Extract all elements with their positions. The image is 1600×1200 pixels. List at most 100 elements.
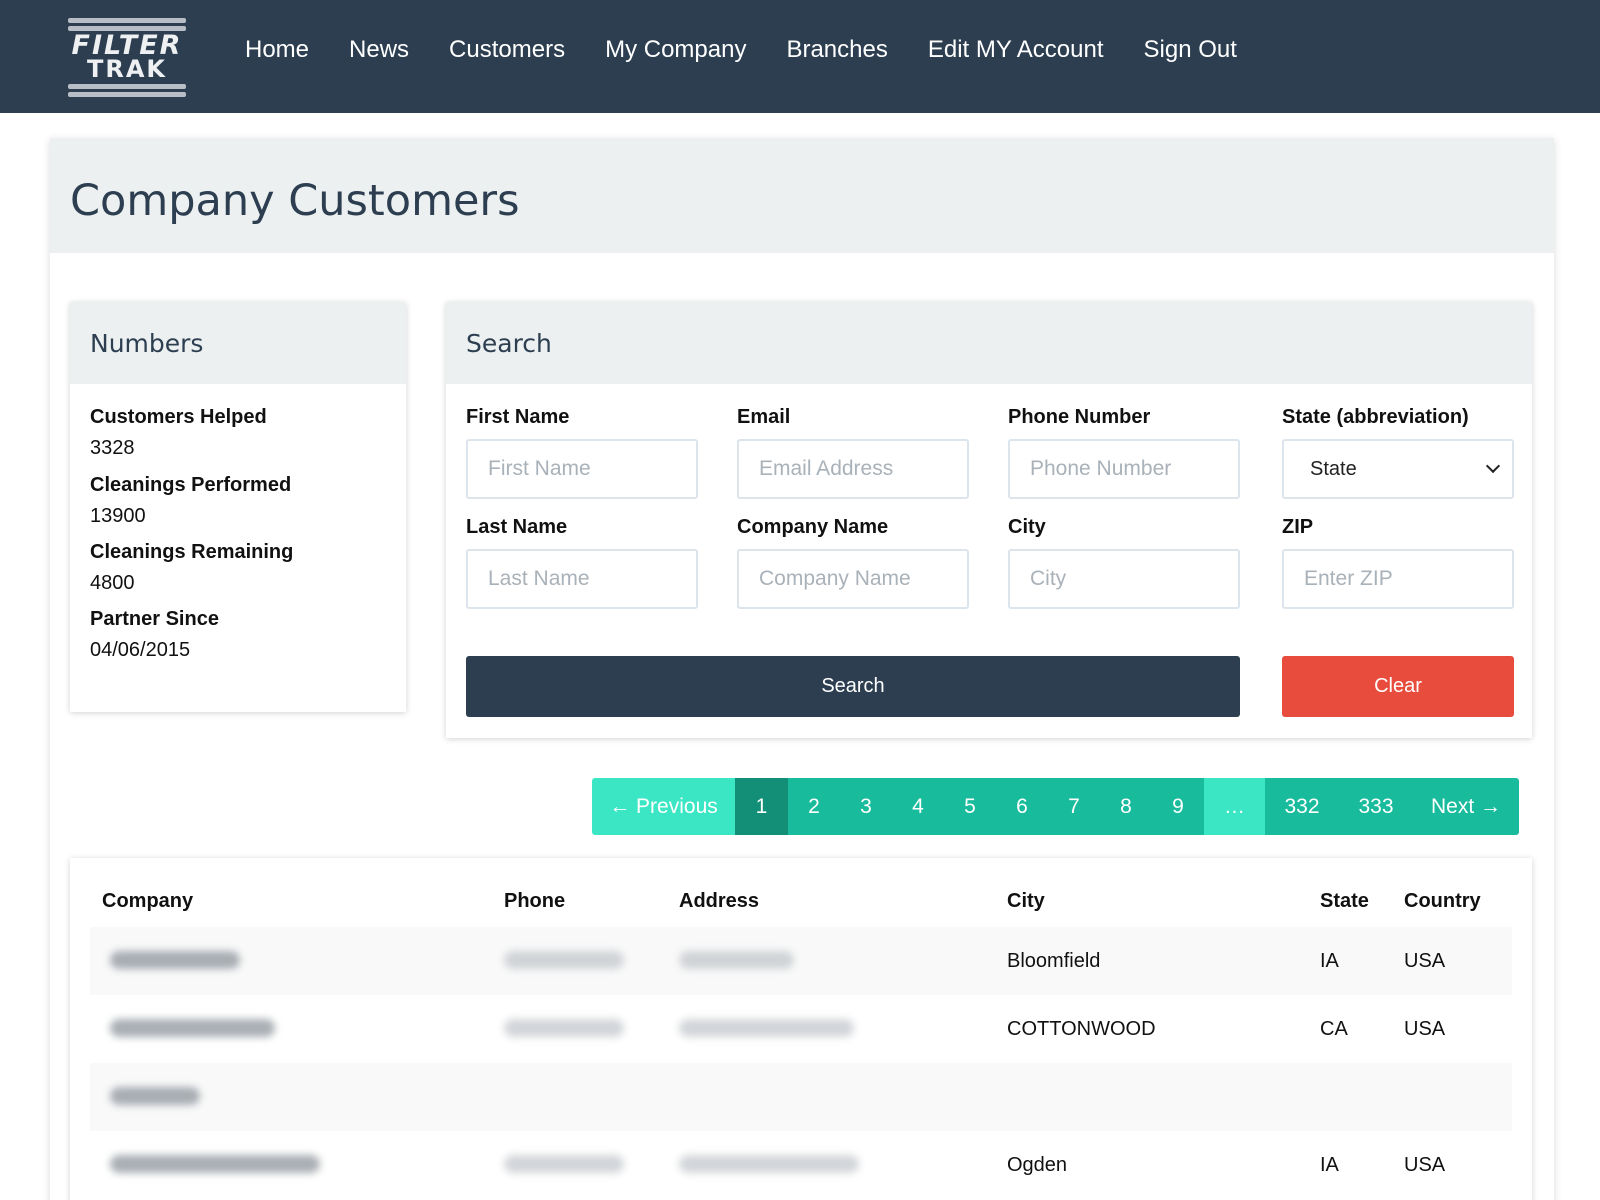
table-row[interactable] <box>90 1063 1512 1131</box>
redacted-phone <box>504 951 624 969</box>
cell-state: IA <box>1320 1154 1339 1176</box>
search-button[interactable]: Search <box>466 656 1240 717</box>
logo-text-trak: TRAK <box>86 55 168 83</box>
top-navbar: FILTER TRAK Home News Customers My Compa… <box>0 0 1600 113</box>
pagination-ellipsis: … <box>1204 778 1265 835</box>
redacted-company <box>110 951 240 969</box>
numbers-panel-header: Numbers <box>70 302 406 384</box>
nav-edit-account[interactable]: Edit MY Account <box>927 36 1104 63</box>
phone-label: Phone Number <box>1008 406 1151 428</box>
email-group: Email <box>737 406 969 499</box>
pagination-page-333[interactable]: 333 <box>1339 778 1413 835</box>
stat-customers-helped: Customers Helped 3328 <box>90 406 267 460</box>
nav-news[interactable]: News <box>349 36 410 63</box>
nav-sign-out[interactable]: Sign Out <box>1143 36 1237 63</box>
nav-home[interactable]: Home <box>245 36 310 63</box>
stat-label: Customers Helped <box>90 406 267 428</box>
pagination-page-2[interactable]: 2 <box>788 778 840 835</box>
pagination-page-5[interactable]: 5 <box>944 778 996 835</box>
redacted-phone <box>504 1019 624 1037</box>
stat-cleanings-performed: Cleanings Performed 13900 <box>90 474 291 528</box>
pagination-page-4[interactable]: 4 <box>892 778 944 835</box>
search-panel-header: Search <box>446 302 1532 384</box>
first-name-label: First Name <box>466 406 570 428</box>
zip-group: ZIP <box>1282 516 1514 609</box>
last-name-input[interactable] <box>466 549 698 609</box>
state-label: State (abbreviation) <box>1282 406 1469 428</box>
city-group: City <box>1008 516 1240 609</box>
column-header-company[interactable]: Company <box>102 890 194 912</box>
stat-value: 4800 <box>90 572 135 594</box>
stat-value: 3328 <box>90 437 135 459</box>
nav-customers[interactable]: Customers <box>449 36 566 63</box>
last-name-label: Last Name <box>466 516 568 538</box>
state-select-value: State <box>1310 457 1357 480</box>
pagination-page-8[interactable]: 8 <box>1100 778 1152 835</box>
city-label: City <box>1008 516 1046 538</box>
pagination-page-9[interactable]: 9 <box>1152 778 1204 835</box>
phone-input[interactable] <box>1008 439 1240 499</box>
zip-input[interactable] <box>1282 549 1514 609</box>
clear-button[interactable]: Clear <box>1282 656 1514 717</box>
redacted-company <box>110 1019 275 1037</box>
table-row[interactable]: COTTONWOOD CA USA <box>90 995 1512 1063</box>
redacted-address <box>679 1155 859 1173</box>
redacted-address <box>679 1019 854 1037</box>
email-label: Email <box>737 406 791 428</box>
cell-country: USA <box>1404 1154 1446 1176</box>
pagination-page-7[interactable]: 7 <box>1048 778 1100 835</box>
stat-label: Cleanings Performed <box>90 474 292 496</box>
filter-trak-logo[interactable]: FILTER TRAK <box>52 14 202 98</box>
city-input[interactable] <box>1008 549 1240 609</box>
column-header-city[interactable]: City <box>1007 890 1045 912</box>
search-panel-title: Search <box>466 329 552 358</box>
cell-state: CA <box>1320 1018 1348 1040</box>
phone-group: Phone Number <box>1008 406 1240 499</box>
pagination-next[interactable]: Next → <box>1413 778 1519 835</box>
cell-country: USA <box>1404 950 1446 972</box>
cell-city: Ogden <box>1007 1154 1068 1176</box>
stat-cleanings-remaining: Cleanings Remaining 4800 <box>90 541 293 595</box>
pagination-page-6[interactable]: 6 <box>996 778 1048 835</box>
first-name-input[interactable] <box>466 439 698 499</box>
stat-value: 04/06/2015 <box>90 639 191 661</box>
redacted-address <box>679 951 794 969</box>
redacted-company <box>110 1087 200 1105</box>
pagination-previous[interactable]: ← Previous <box>592 778 735 835</box>
logo-stripe <box>68 26 186 31</box>
cell-city: COTTONWOOD <box>1007 1018 1156 1040</box>
pagination-page-332[interactable]: 332 <box>1265 778 1339 835</box>
pagination-page-1[interactable]: 1 <box>735 778 788 835</box>
nav-menu: Home News Customers My Company Branches … <box>245 36 1277 64</box>
logo-stripe <box>68 84 186 89</box>
stat-label: Cleanings Remaining <box>90 541 294 563</box>
redacted-phone <box>504 1155 624 1173</box>
pagination-page-3[interactable]: 3 <box>840 778 892 835</box>
stat-label: Partner Since <box>90 608 219 630</box>
state-select[interactable]: State <box>1282 439 1514 499</box>
column-header-address[interactable]: Address <box>679 890 760 912</box>
nav-branches[interactable]: Branches <box>786 36 888 63</box>
redacted-company <box>110 1155 320 1173</box>
table-row[interactable]: Bloomfield IA USA <box>90 927 1512 995</box>
table-row[interactable]: Ogden IA USA <box>90 1131 1512 1199</box>
stat-partner-since: Partner Since 04/06/2015 <box>90 608 219 662</box>
stat-value: 13900 <box>90 505 146 527</box>
cell-country: USA <box>1404 1018 1446 1040</box>
column-header-country[interactable]: Country <box>1404 890 1481 912</box>
email-input[interactable] <box>737 439 969 499</box>
column-header-phone[interactable]: Phone <box>504 890 566 912</box>
cell-city: Bloomfield <box>1007 950 1101 972</box>
logo-text-filter: FILTER <box>71 30 183 61</box>
logo-stripe <box>68 18 186 23</box>
company-name-label: Company Name <box>737 516 889 538</box>
page-title: Company Customers <box>70 176 520 226</box>
column-header-state[interactable]: State <box>1320 890 1369 912</box>
search-panel: Search First Name Email Phone Number Sta… <box>446 302 1532 738</box>
nav-my-company[interactable]: My Company <box>605 36 747 63</box>
logo-stripe <box>68 92 186 97</box>
numbers-panel: Numbers Customers Helped 3328 Cleanings … <box>70 302 406 712</box>
state-group: State (abbreviation) State <box>1282 406 1514 499</box>
company-name-input[interactable] <box>737 549 969 609</box>
first-name-group: First Name <box>466 406 698 499</box>
